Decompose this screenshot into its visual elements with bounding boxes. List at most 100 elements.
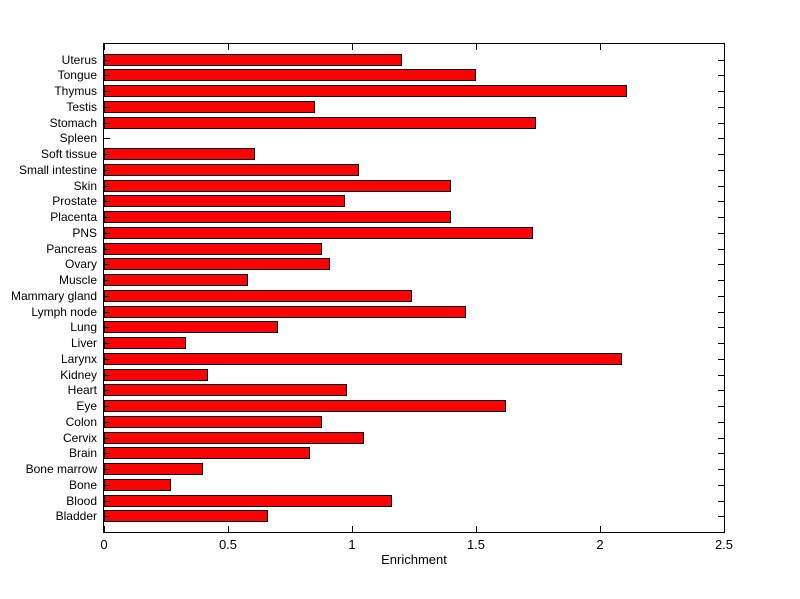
y-tick-label: Ovary (64, 257, 97, 271)
y-tick-mark (104, 406, 110, 407)
x-tick-mark (104, 526, 105, 532)
x-tick-label: 2.5 (714, 537, 734, 552)
y-tick-mark (718, 485, 724, 486)
y-tick-mark (104, 453, 110, 454)
x-tick-label: 1 (348, 537, 356, 552)
x-tick-mark (476, 526, 477, 532)
y-tick-mark (104, 170, 110, 171)
y-tick-mark (718, 123, 724, 124)
y-tick-label: PNS (72, 226, 97, 240)
y-tick-mark (104, 485, 110, 486)
x-tick-mark (600, 526, 601, 532)
y-tick-mark (718, 75, 724, 76)
y-tick-mark (104, 75, 110, 76)
y-tick-mark (104, 264, 110, 265)
bar-bladder (104, 510, 268, 522)
y-tick-mark (104, 217, 110, 218)
y-tick-mark (104, 327, 110, 328)
y-tick-label: Larynx (60, 352, 97, 366)
y-tick-mark (104, 501, 110, 502)
y-tick-label: Heart (67, 383, 97, 397)
bar-colon (104, 416, 322, 428)
y-tick-mark (718, 312, 724, 313)
y-tick-label: Testis (66, 100, 97, 114)
y-tick-label: Kidney (60, 368, 97, 382)
y-tick-label: Eye (76, 399, 97, 413)
y-tick-mark (104, 312, 110, 313)
y-tick-label: Thymus (54, 84, 97, 98)
x-tick-mark (600, 44, 601, 50)
x-tick-mark (228, 44, 229, 50)
bar-cervix (104, 432, 364, 444)
x-tick-mark (352, 526, 353, 532)
y-tick-label: Soft tissue (40, 147, 97, 161)
bar-uterus (104, 54, 402, 66)
bar-testis (104, 101, 315, 113)
y-tick-mark (718, 154, 724, 155)
y-tick-label: Skin (73, 179, 97, 193)
bar-larynx (104, 353, 622, 365)
y-tick-label: Bladder (55, 509, 97, 523)
y-tick-label: Spleen (59, 131, 97, 145)
y-tick-mark (104, 422, 110, 423)
y-tick-mark (104, 516, 110, 517)
y-tick-mark (718, 375, 724, 376)
y-tick-mark (718, 438, 724, 439)
y-tick-mark (718, 186, 724, 187)
bar-small-intestine (104, 164, 359, 176)
y-tick-label: Prostate (52, 194, 97, 208)
y-tick-mark (718, 359, 724, 360)
y-tick-mark (718, 516, 724, 517)
y-tick-mark (718, 343, 724, 344)
y-tick-mark (718, 453, 724, 454)
y-tick-mark (718, 91, 724, 92)
y-tick-mark (718, 390, 724, 391)
y-tick-label: Placenta (50, 210, 97, 224)
y-tick-label: Bone (68, 478, 97, 492)
x-tick-mark (104, 44, 105, 50)
y-tick-mark (718, 107, 724, 108)
bar-placenta (104, 211, 451, 223)
y-tick-mark (104, 60, 110, 61)
bar-soft-tissue (104, 148, 255, 160)
y-tick-mark (718, 280, 724, 281)
y-tick-mark (718, 406, 724, 407)
y-tick-label: Liver (70, 336, 97, 350)
y-tick-mark (104, 107, 110, 108)
y-tick-label: Lung (70, 320, 97, 334)
y-tick-mark (104, 343, 110, 344)
y-tick-mark (718, 422, 724, 423)
y-tick-mark (104, 154, 110, 155)
y-tick-mark (718, 264, 724, 265)
x-axis-label: Enrichment (381, 552, 447, 567)
bar-pns (104, 227, 533, 239)
y-tick-mark (718, 201, 724, 202)
y-tick-label: Brain (68, 446, 97, 460)
plot-area (103, 43, 725, 533)
bar-kidney (104, 369, 208, 381)
y-tick-mark (104, 280, 110, 281)
y-tick-label: Lymph node (31, 305, 97, 319)
y-tick-mark (718, 296, 724, 297)
y-tick-mark (104, 296, 110, 297)
x-tick-label: 0 (100, 537, 108, 552)
y-tick-mark (104, 469, 110, 470)
bar-muscle (104, 274, 248, 286)
y-tick-label: Uterus (61, 53, 97, 67)
y-tick-label: Cervix (62, 431, 97, 445)
x-tick-mark (228, 526, 229, 532)
y-tick-label: Stomach (49, 116, 97, 130)
y-tick-mark (718, 327, 724, 328)
bar-thymus (104, 85, 627, 97)
y-tick-label: Blood (66, 494, 97, 508)
y-tick-label: Tongue (57, 68, 97, 82)
y-tick-mark (718, 233, 724, 234)
bar-liver (104, 337, 186, 349)
bar-stomach (104, 117, 536, 129)
y-tick-mark (104, 91, 110, 92)
y-tick-mark (104, 123, 110, 124)
bar-blood (104, 495, 392, 507)
x-tick-mark (724, 526, 725, 532)
y-tick-mark (718, 60, 724, 61)
y-tick-mark (104, 233, 110, 234)
